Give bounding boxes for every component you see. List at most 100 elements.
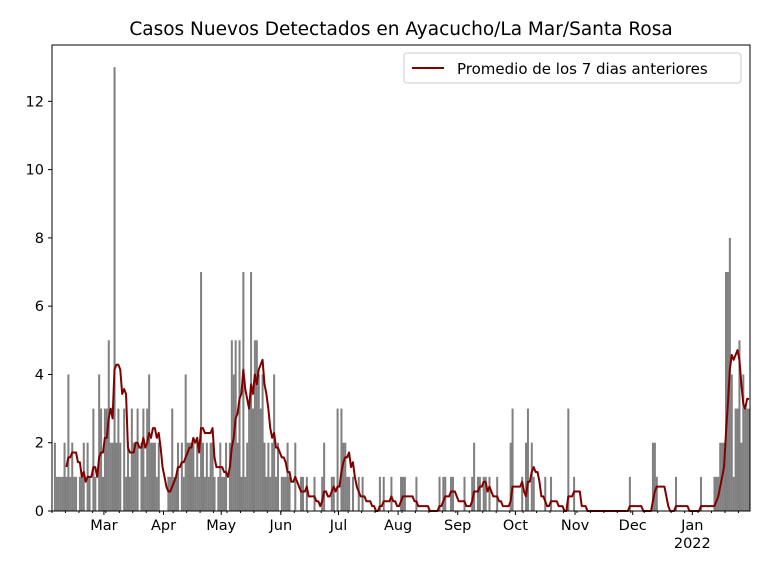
x-tick-label: Dec	[619, 518, 647, 534]
bar	[401, 476, 404, 511]
bar	[169, 476, 172, 511]
bar	[713, 476, 716, 511]
bar	[146, 408, 149, 511]
bar	[651, 442, 654, 511]
legend: Promedio de los 7 dias anteriores	[403, 52, 742, 84]
bar	[653, 442, 656, 511]
bar	[221, 476, 224, 511]
bar	[194, 476, 197, 511]
bar	[473, 442, 476, 511]
bar	[301, 476, 304, 511]
bar	[248, 408, 251, 511]
y-tick-label: 10	[26, 163, 44, 179]
bar	[488, 476, 491, 511]
bar	[400, 476, 403, 511]
bar	[73, 476, 76, 511]
bar	[88, 476, 91, 511]
bar	[361, 476, 364, 511]
bar	[209, 442, 212, 511]
bar	[463, 476, 466, 511]
bar	[403, 476, 406, 511]
bar	[444, 476, 447, 511]
bar	[478, 476, 481, 511]
bar	[101, 476, 105, 511]
bar	[217, 476, 220, 511]
bar	[300, 476, 303, 511]
bar	[275, 476, 278, 511]
bar	[511, 408, 514, 511]
bar	[255, 340, 258, 511]
bar	[78, 476, 81, 511]
bar	[171, 408, 174, 511]
bar	[240, 476, 243, 511]
bar	[344, 442, 347, 511]
bar	[265, 476, 268, 511]
bar	[142, 408, 145, 511]
bar	[176, 442, 180, 511]
y-tick-label: 6	[35, 299, 44, 315]
bar	[225, 442, 228, 511]
bar	[744, 408, 747, 511]
bar	[55, 476, 58, 511]
bar	[261, 374, 264, 511]
bar	[280, 476, 283, 511]
bar	[155, 476, 158, 511]
y-tick-label: 2	[35, 436, 44, 452]
bar	[242, 272, 245, 511]
bar	[269, 476, 272, 511]
bar	[57, 476, 60, 511]
bar	[144, 476, 147, 511]
bar	[544, 476, 547, 511]
x-tick-label: Jul	[329, 518, 348, 534]
bar	[253, 340, 256, 511]
bar	[59, 476, 62, 511]
bar	[98, 374, 101, 511]
x-tick-label: May	[206, 518, 236, 534]
bar	[567, 408, 570, 511]
bar	[53, 442, 56, 511]
bar	[725, 272, 728, 511]
bar	[532, 476, 535, 511]
bar	[186, 442, 189, 511]
x-tick-sublabel: 2022	[674, 536, 711, 552]
bar	[213, 476, 216, 511]
y-tick-label: 0	[35, 504, 44, 520]
bar	[378, 476, 381, 511]
bar	[157, 442, 160, 511]
bar	[655, 476, 658, 511]
bar	[521, 476, 524, 511]
x-tick-label: Nov	[561, 518, 590, 534]
bar	[734, 408, 737, 511]
bar	[323, 442, 326, 511]
bar	[223, 476, 226, 511]
bar	[67, 374, 70, 511]
bar	[115, 442, 118, 511]
bar	[482, 476, 485, 511]
bar	[75, 476, 78, 511]
bar	[496, 476, 499, 511]
bar	[313, 476, 316, 511]
bar	[346, 476, 349, 511]
bar	[342, 442, 345, 511]
bar	[509, 442, 512, 511]
bar	[188, 442, 191, 511]
bar	[746, 408, 749, 511]
x-tick-label: Jun	[268, 518, 292, 534]
bar	[736, 408, 739, 511]
bar	[415, 476, 418, 511]
bar	[723, 442, 726, 511]
bar	[476, 476, 479, 511]
bar	[236, 442, 239, 511]
bar	[153, 442, 156, 511]
plot-frame	[51, 44, 751, 512]
bar	[92, 408, 95, 511]
bar	[201, 442, 204, 511]
bar	[175, 476, 178, 511]
bar	[136, 408, 139, 511]
bar	[336, 408, 339, 511]
bar	[130, 408, 133, 511]
bar	[230, 340, 233, 511]
bar	[321, 476, 324, 511]
bar	[259, 408, 262, 511]
bar	[525, 442, 528, 511]
